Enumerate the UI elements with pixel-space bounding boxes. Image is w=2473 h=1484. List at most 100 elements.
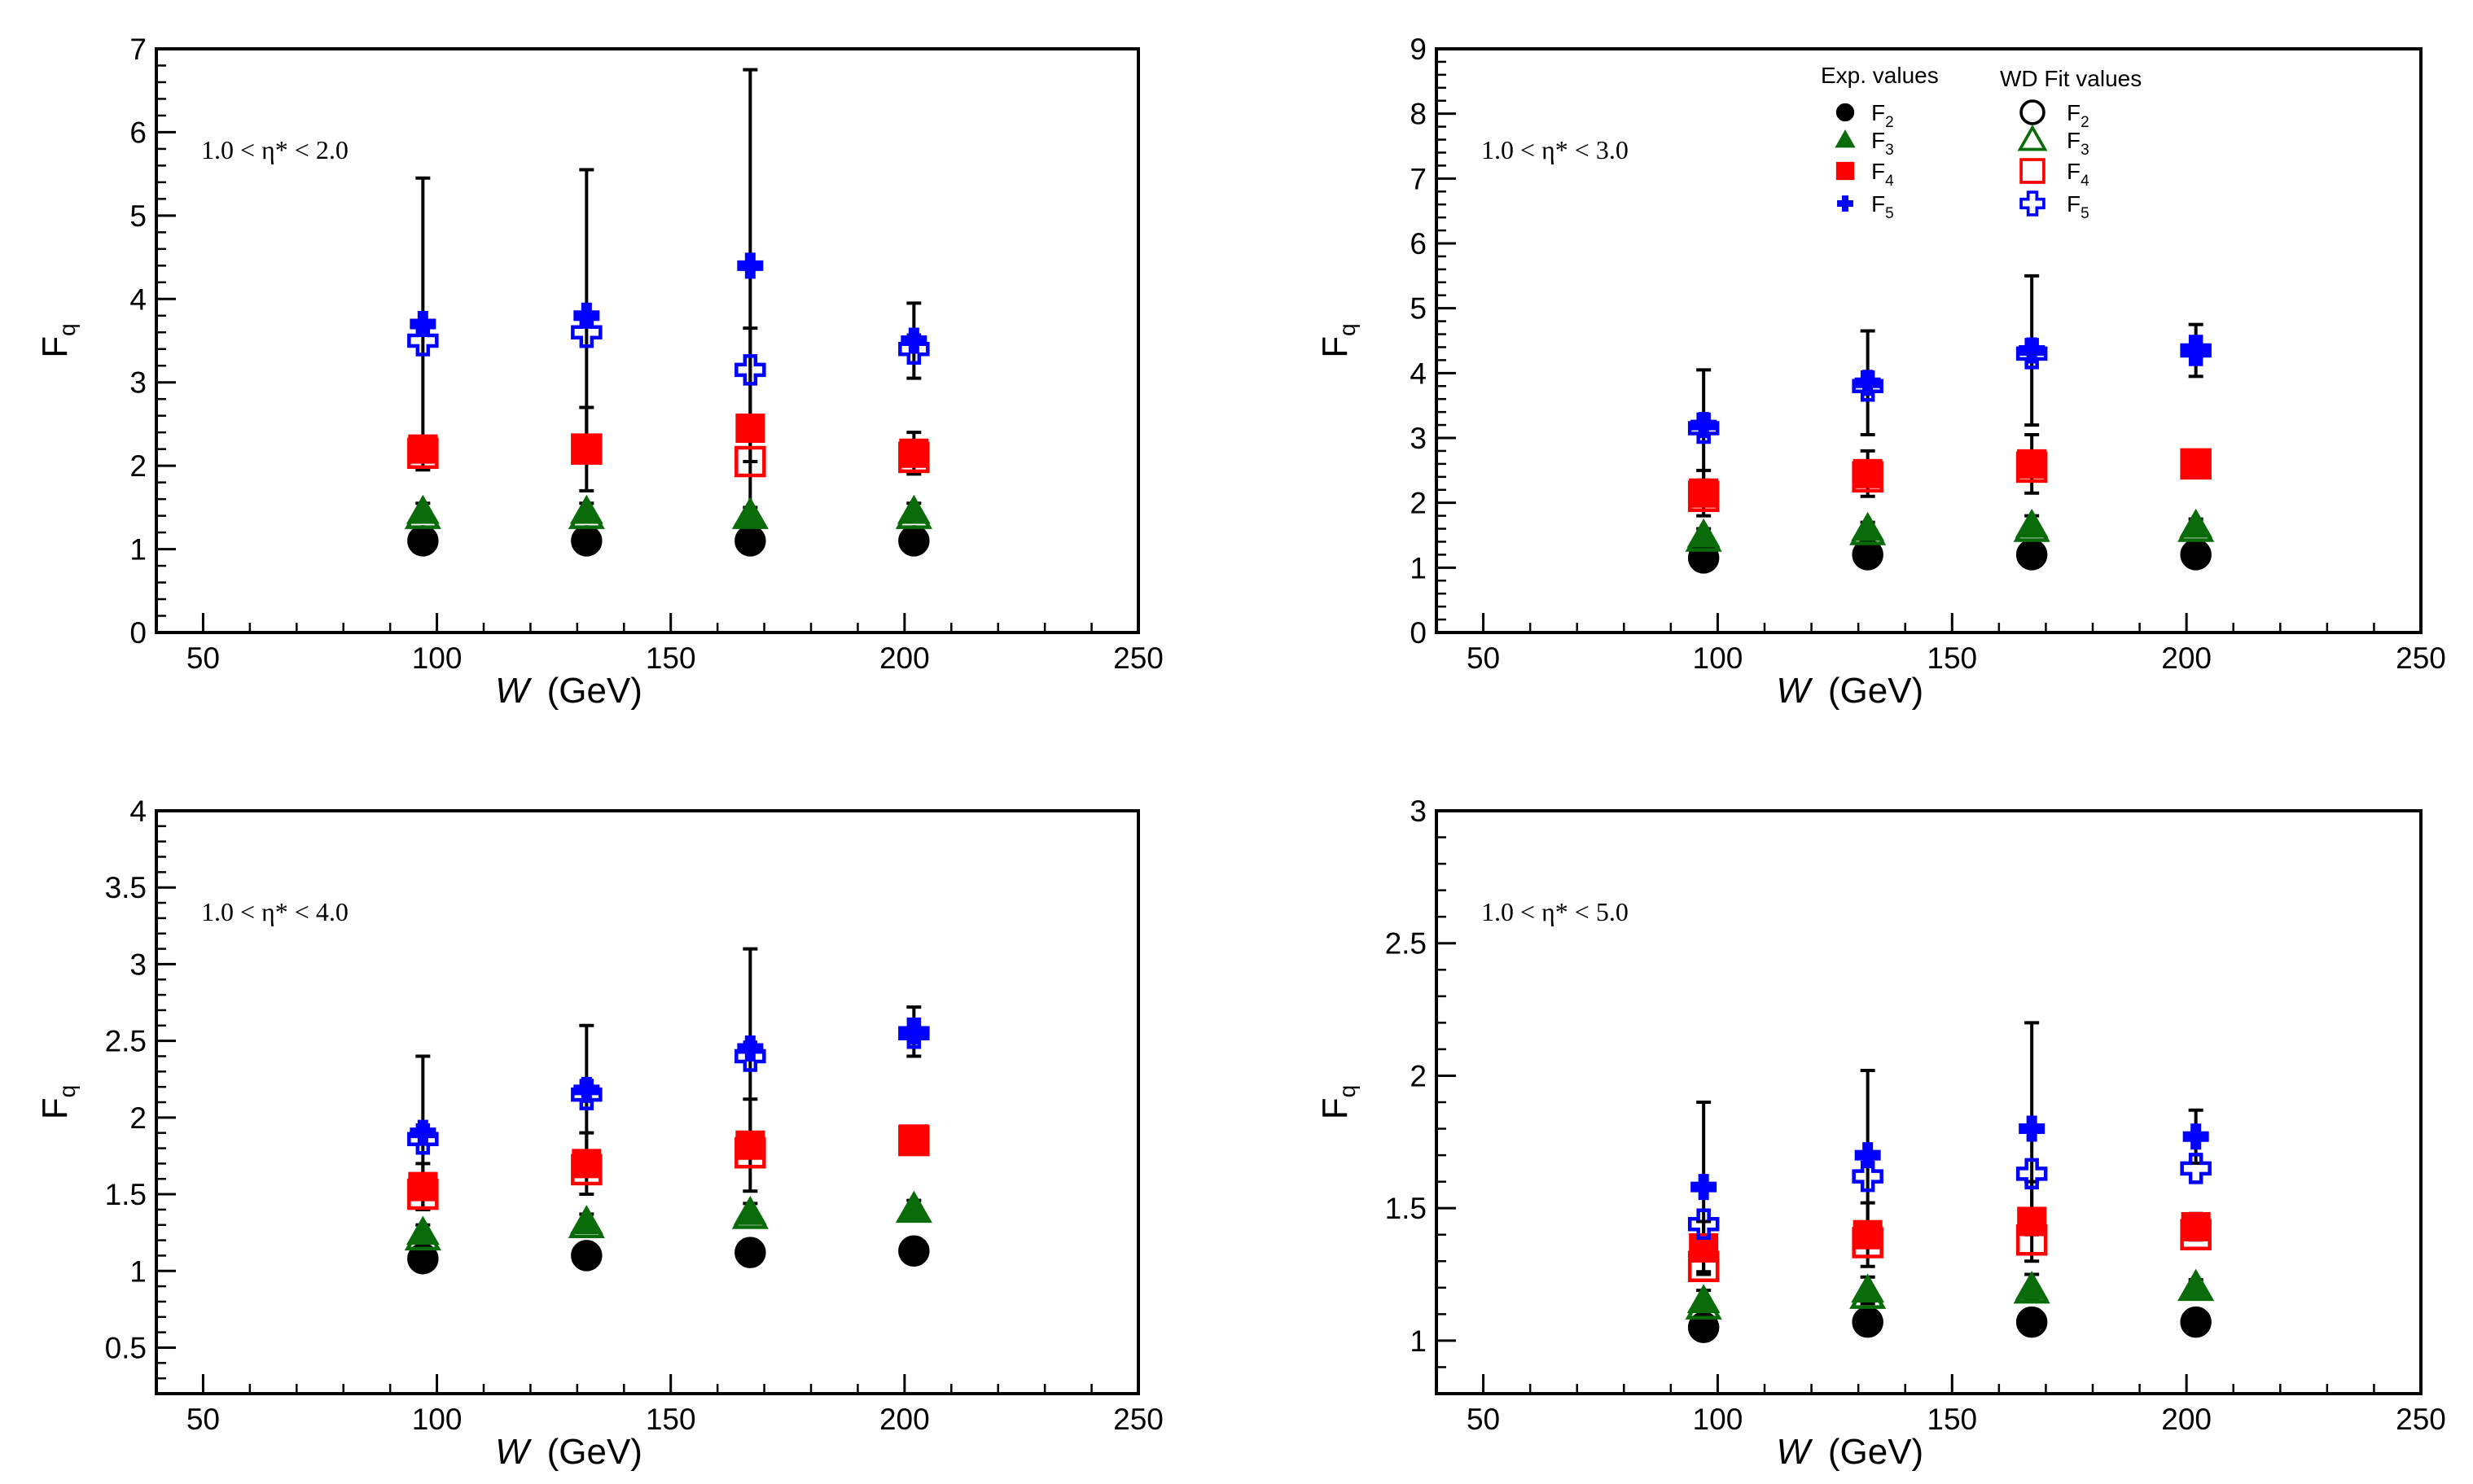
x-tick-label: 150	[646, 1403, 696, 1436]
y-tick-label: 0	[129, 616, 147, 650]
legend-exp-label-main: F	[1871, 159, 1885, 184]
y-axis-title: Fq	[35, 323, 80, 357]
y-tick-label: 1	[1410, 551, 1427, 584]
x-tick-label: 200	[879, 641, 930, 675]
y-axis-main: F	[1315, 1097, 1355, 1119]
legend-fit-label-sub: 2	[2081, 114, 2089, 131]
exp-point-F3	[2015, 1271, 2049, 1300]
exp-point-F3	[1851, 1273, 1885, 1303]
fit-point-F5	[1852, 1160, 1883, 1193]
y-axis-sub: q	[1335, 323, 1360, 336]
panel-bottom-left: 50 100 150 200 250 0.5 1 1.5 2 2.5 3 3.5 4 W (GeV) Fq 1…	[35, 795, 1164, 1472]
x-axis-var: W	[1776, 671, 1813, 711]
fit-point-F4	[734, 445, 766, 478]
exp-point-F2	[2181, 1307, 2211, 1337]
x-tick-label: 250	[2396, 1403, 2446, 1436]
region-annotation: 1.0 < η* < 4.0	[201, 897, 349, 926]
x-tick-label: 50	[186, 1403, 220, 1436]
fit-point-F5	[1687, 1208, 1720, 1240]
y-tick-label: 3	[129, 366, 147, 400]
legend-exp-label-F2: F2	[1871, 100, 1894, 131]
x-axis-title: W (GeV)	[1776, 1432, 1923, 1472]
y-tick-label: 7	[1410, 162, 1427, 195]
x-axis-space	[529, 1432, 547, 1472]
legend-exp-label-sub: 2	[1885, 114, 1894, 131]
exp-point-F5	[410, 1119, 436, 1146]
exp-point-F5	[1690, 1174, 1717, 1201]
x-tick-label: 250	[1113, 1403, 1164, 1436]
y-tick-label: 2	[1410, 1059, 1427, 1092]
exp-point-F2	[408, 1244, 438, 1274]
exp-point-F4	[408, 434, 438, 464]
x-axis-var: W	[1776, 1432, 1813, 1472]
x-axis-unit: (GeV)	[547, 671, 642, 711]
legend-exp-marker-F5	[1837, 195, 1853, 212]
x-axis-title: W (GeV)	[1776, 671, 1923, 711]
x-axis-space	[529, 671, 547, 711]
exp-point-F3	[1686, 1284, 1721, 1314]
exp-point-F5	[1690, 412, 1717, 439]
exp-point-F3	[406, 494, 440, 524]
exp-point-F4	[2017, 449, 2047, 479]
legend-exp-label-main: F	[1871, 191, 1885, 217]
plot-frame	[1435, 47, 2423, 634]
y-tick-label: 2	[1410, 487, 1427, 520]
legend-exp-label-main: F	[1871, 128, 1885, 153]
region-annotation: 1.0 < η* < 3.0	[1481, 135, 1629, 164]
legend-fit-label-sub: 5	[2081, 205, 2089, 222]
exp-point-F5	[2019, 337, 2045, 364]
y-tick-label: 4	[1410, 357, 1427, 390]
legend-fit-label-main: F	[2067, 159, 2081, 184]
y-tick-label: 3.5	[105, 871, 147, 904]
legend-fit-label-sub: 4	[2081, 173, 2089, 190]
legend-fit-marker-F2	[2019, 99, 2045, 125]
exp-point-F2	[899, 1236, 929, 1266]
exp-point-F3	[569, 1205, 603, 1234]
x-axis-unit: (GeV)	[1828, 1432, 1923, 1472]
x-tick-label: 150	[646, 641, 696, 675]
exp-point-F3	[733, 1195, 767, 1225]
exp-point-F4	[1689, 478, 1719, 508]
y-tick-label: 1	[1410, 1324, 1427, 1358]
exp-point-F5	[1854, 1142, 1881, 1169]
legend-exp-label-F5: F5	[1871, 191, 1894, 222]
y-axis-title: Fq	[1315, 1085, 1360, 1119]
y-tick-label: 2.5	[105, 1025, 147, 1058]
x-tick-label: 50	[1467, 641, 1500, 675]
exp-point-F4	[899, 438, 929, 468]
region-annotation: 1.0 < η* < 2.0	[201, 135, 349, 164]
exp-point-F4	[2017, 1206, 2047, 1237]
x-tick-label: 200	[2161, 641, 2212, 675]
y-tick-label: 3	[129, 948, 147, 981]
exp-point-F5	[901, 1018, 927, 1045]
fit-point-F5	[734, 354, 766, 386]
x-axis-title: W (GeV)	[495, 1432, 642, 1472]
exp-point-F5	[1854, 370, 1881, 396]
legend-fit-label-main: F	[2067, 191, 2081, 217]
x-tick-label: 50	[186, 641, 220, 675]
exp-point-F5	[573, 1076, 600, 1103]
legend-fit-label-F5: F5	[2067, 191, 2089, 222]
exp-point-F2	[735, 1237, 765, 1267]
y-tick-label: 5	[1410, 292, 1427, 326]
legend-exp-label-F3: F3	[1871, 128, 1894, 159]
exp-point-F3	[2179, 1271, 2213, 1300]
plot-frame	[155, 47, 1140, 634]
exp-point-F2	[899, 526, 929, 556]
exp-point-F3	[1851, 511, 1885, 541]
legend-exp-marker-F4	[1835, 161, 1855, 181]
y-tick-label: 3	[1410, 422, 1427, 455]
x-axis-title: W (GeV)	[495, 671, 642, 711]
legend-exp-title: Exp. values	[1821, 63, 1939, 88]
exp-point-F3	[897, 494, 931, 524]
exp-point-F4	[899, 1124, 929, 1154]
exp-point-F3	[897, 1191, 931, 1221]
exp-point-F3	[2015, 508, 2049, 538]
exp-point-F4	[735, 414, 765, 444]
legend-exp-label-sub: 3	[1885, 142, 1894, 159]
exp-point-F4	[2181, 1211, 2211, 1241]
